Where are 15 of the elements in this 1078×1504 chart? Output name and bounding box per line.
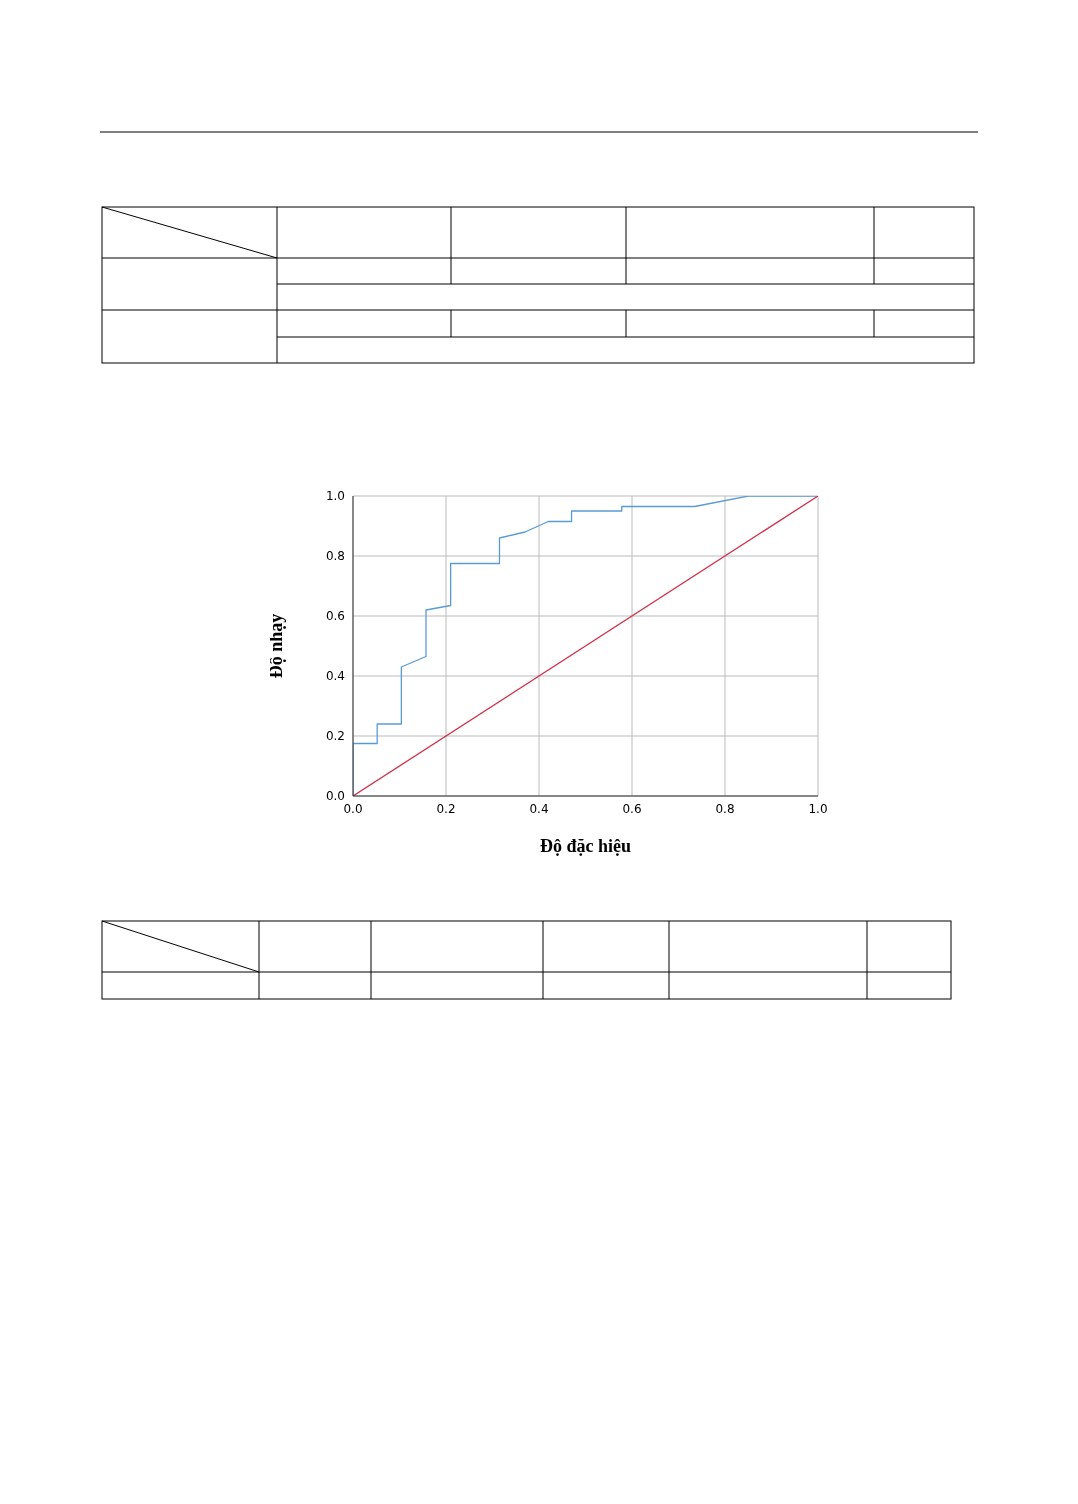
x-tick-label: 0.0 [343, 801, 363, 816]
x-axis-title: Độ đặc hiệu [539, 836, 632, 856]
x-tick-label: 0.2 [436, 801, 456, 816]
y-axis-title: Độ nhạy [266, 613, 287, 679]
x-tick-label: 1.0 [808, 801, 828, 816]
y-tick-label: 0.2 [325, 729, 345, 744]
line-series [353, 496, 818, 796]
y-tick-label: 0.0 [325, 789, 345, 804]
y-tick-label: 0.6 [325, 609, 345, 624]
x-tick-label: 0.8 [715, 801, 735, 816]
y-tick-label: 0.8 [325, 549, 345, 564]
x-tick-label: 0.6 [622, 801, 642, 816]
x-tick-label: 0.4 [529, 801, 549, 816]
y-tick-label: 1.0 [325, 489, 345, 504]
y-tick-label: 0.4 [325, 669, 345, 684]
